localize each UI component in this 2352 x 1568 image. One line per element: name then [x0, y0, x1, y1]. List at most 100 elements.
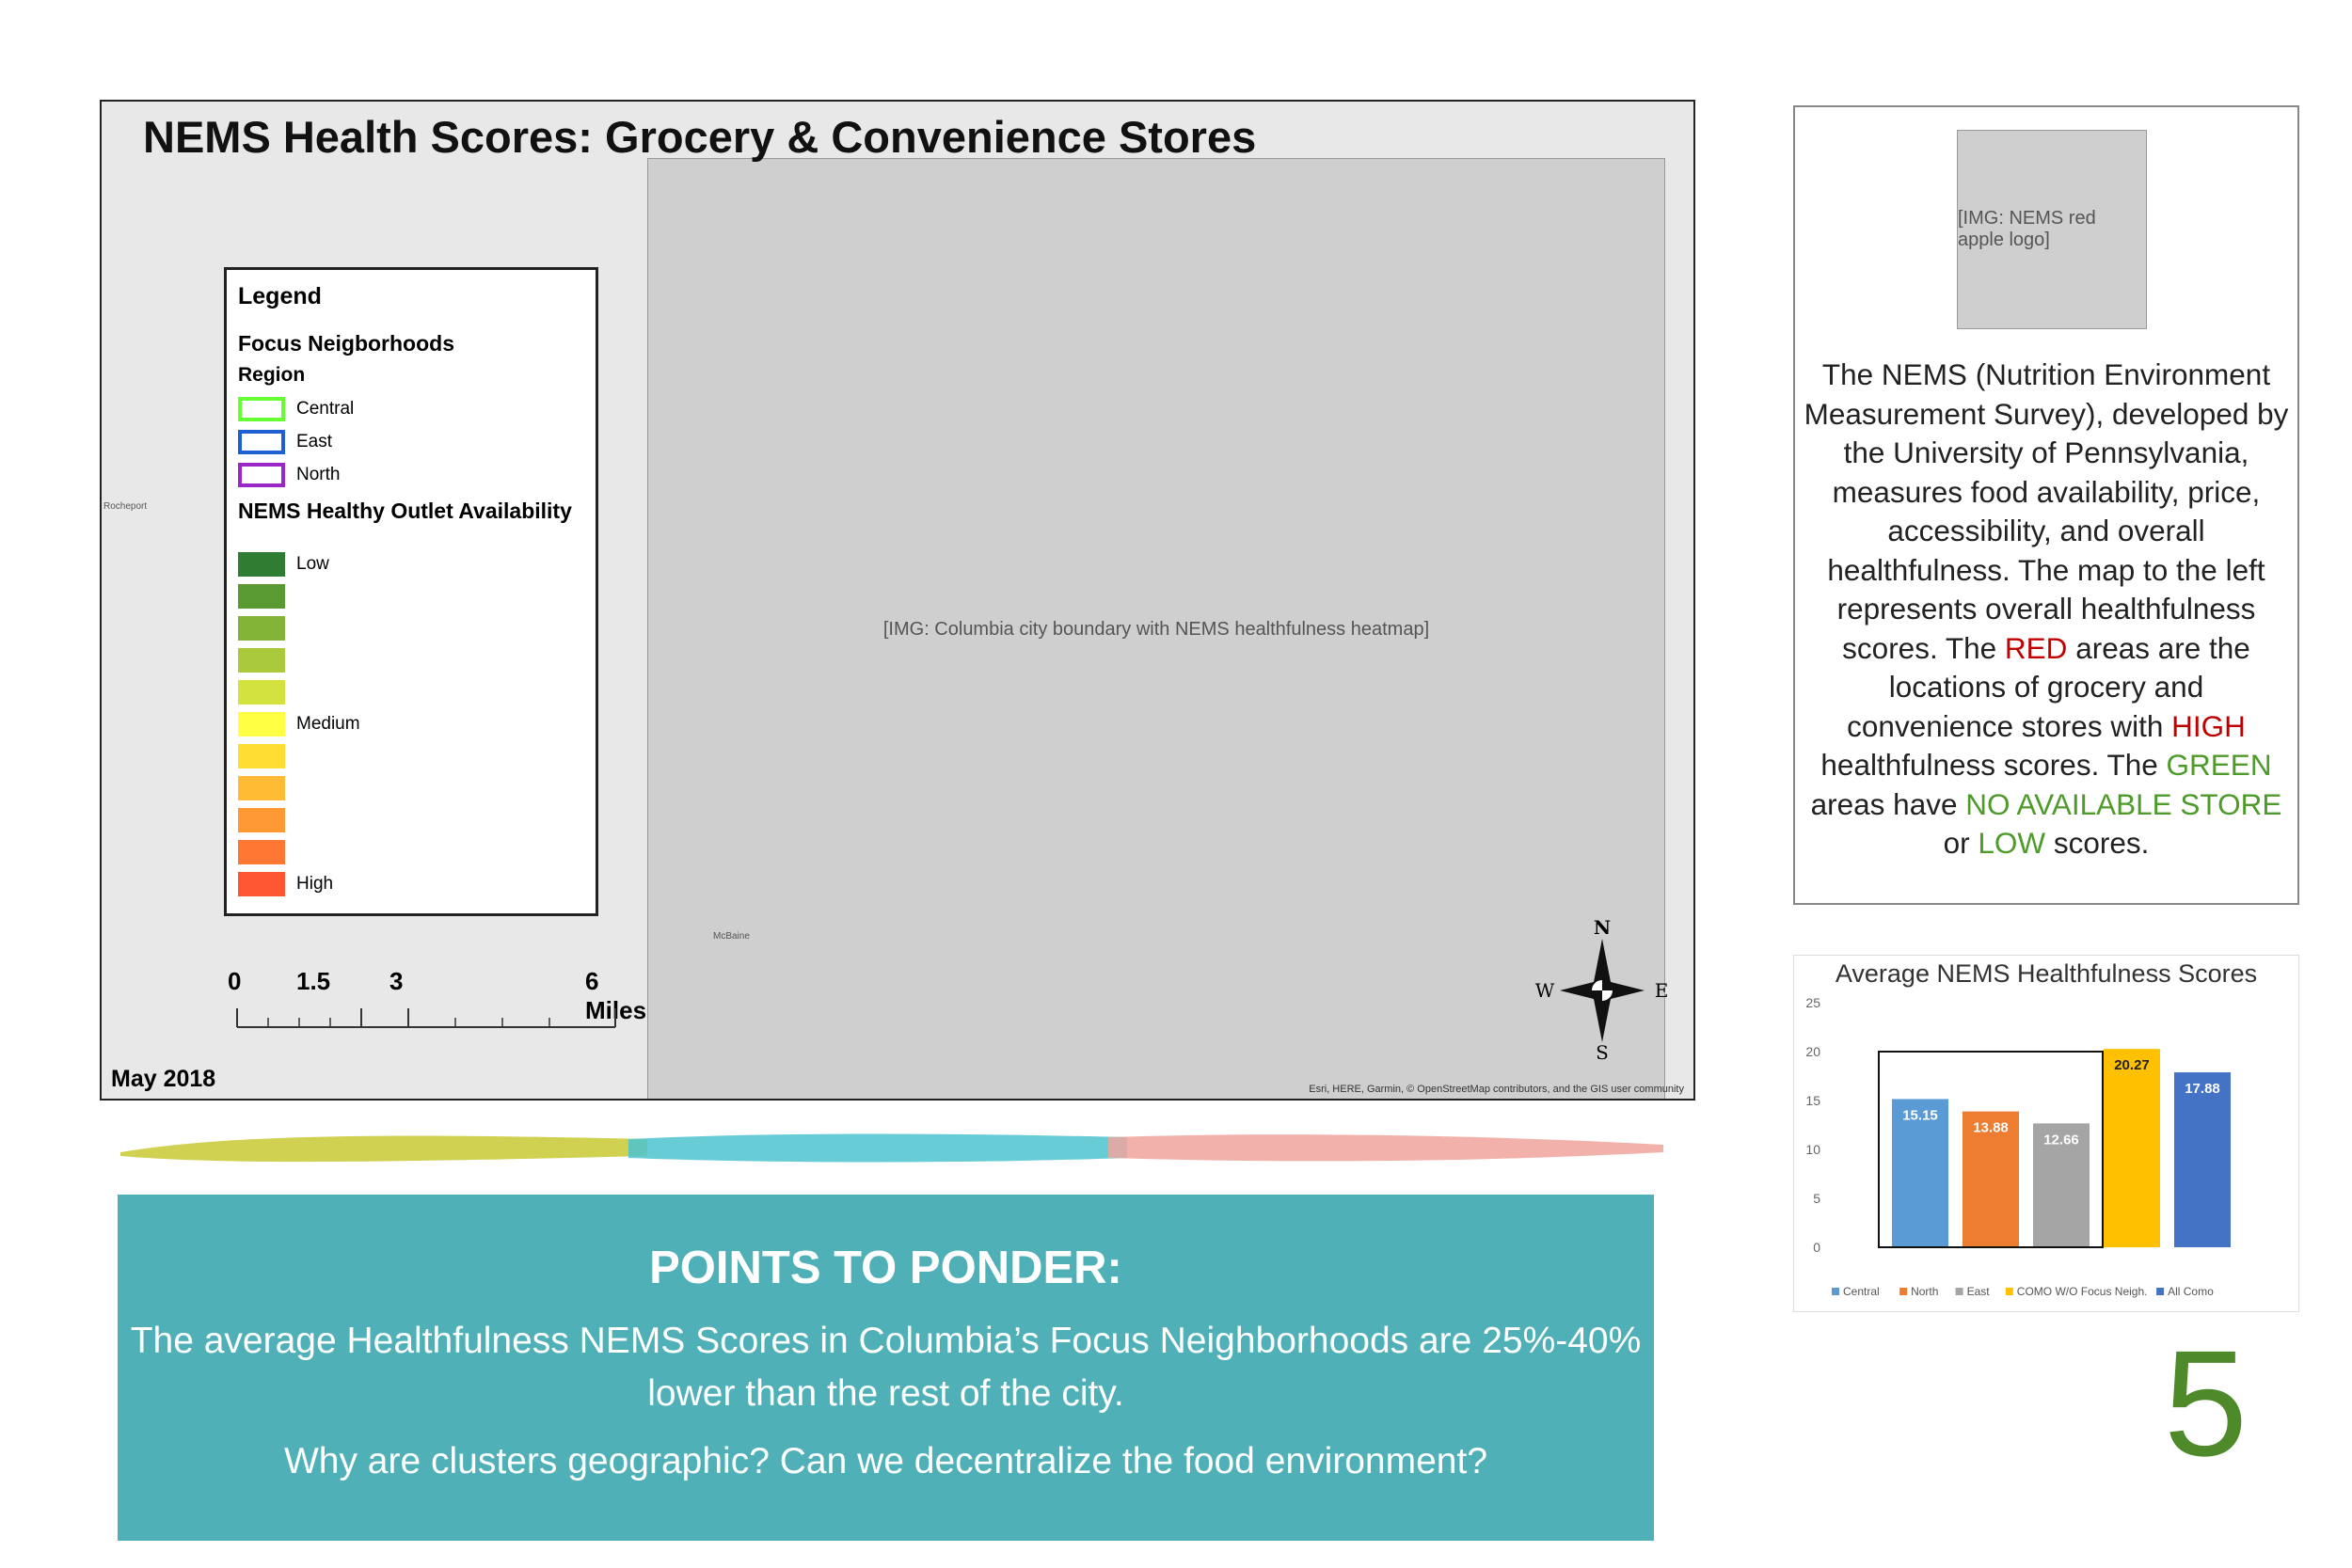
bar	[2033, 1123, 2090, 1247]
legend-ramp-2	[238, 612, 584, 644]
ramp-swatch	[238, 584, 285, 609]
y-tick-label: 25	[1805, 995, 1820, 1010]
info-p2: areas are the locations of grocery and c…	[1847, 630, 2250, 743]
bar-value-label: 20.27	[2114, 1057, 2150, 1073]
east-swatch	[238, 429, 285, 454]
legend-swatch	[2156, 1288, 2165, 1295]
focus-group-outline	[1878, 1051, 2104, 1248]
legend-region-central: Central	[238, 392, 584, 425]
map-title: NEMS Health Scores: Grocery & Convenienc…	[143, 112, 1257, 162]
legend-label: All Como	[2168, 1285, 2214, 1298]
ramp-swatch	[238, 552, 285, 577]
ramp-swatch	[238, 648, 285, 673]
legend-ramp-8	[238, 804, 584, 836]
map-legend: Legend Focus Neigborhoods Region Central…	[224, 267, 598, 916]
info-low-word: LOW	[1978, 826, 2046, 860]
compass-w: W	[1535, 979, 1555, 1002]
ramp-swatch	[238, 776, 285, 800]
ramp-swatch	[238, 680, 285, 705]
info-p4: areas have	[1810, 786, 1966, 821]
bar	[1892, 1099, 1948, 1247]
north-arrow-icon: N S W E	[1532, 916, 1673, 1064]
bar-value-label: 15.15	[1902, 1107, 1938, 1123]
scale-label-2: 3	[389, 967, 404, 995]
ramp-medium-label: Medium	[296, 714, 360, 734]
ponder-line-1: The average Healthfulness NEMS Scores in…	[130, 1321, 1642, 1414]
bar	[2104, 1049, 2160, 1247]
info-red-word: RED	[2004, 630, 2068, 665]
ramp-low-label: Low	[296, 554, 329, 574]
info-p5: or	[1943, 826, 1979, 860]
ramp-swatch	[238, 840, 285, 864]
central-label: Central	[296, 398, 355, 419]
legend-label: East	[1967, 1285, 1991, 1298]
map-date: May 2018	[111, 1066, 216, 1092]
info-p6: scores.	[2045, 826, 2150, 860]
central-swatch	[238, 396, 285, 421]
legend-label: COMO W/O Focus Neigh.	[2017, 1285, 2148, 1298]
legend-swatch	[2005, 1288, 2013, 1295]
ramp-swatch	[238, 712, 285, 736]
ramp-swatch	[238, 744, 285, 768]
bar	[1963, 1111, 2019, 1247]
legend-ramp-10: High	[238, 868, 584, 900]
info-p3: healthfulness scores. The	[1820, 748, 2167, 782]
bar-value-label: 13.88	[1973, 1120, 2009, 1136]
legend-ramp-5: Medium	[238, 708, 584, 740]
legend-availability-heading: NEMS Healthy Outlet Availability	[238, 499, 572, 523]
east-label: East	[296, 431, 333, 451]
place-label-mcbaine: McBaine	[713, 931, 750, 942]
ponder-heading: POINTS TO PONDER:	[649, 1243, 1122, 1293]
info-green-word: GREEN	[2166, 748, 2272, 782]
y-tick-label: 20	[1805, 1044, 1820, 1059]
chart-title: Average NEMS Healthfulness Scores	[1835, 959, 2258, 988]
legend-ramp-7	[238, 772, 584, 804]
scale-label-0: 0	[228, 967, 242, 995]
place-label-rocheport: Rocheport	[103, 501, 148, 512]
scores-chart: Average NEMS Healthfulness Scores 0 5 10 15…	[1793, 955, 2299, 1312]
legend-ramp-4	[238, 676, 584, 708]
legend-ramp-1	[238, 580, 584, 612]
city-boundary-heatmap: [IMG: Columbia city boundary with NEMS h…	[647, 158, 1665, 1099]
legend-swatch	[1955, 1288, 1963, 1295]
compass-e: E	[1655, 979, 1669, 1002]
legend-label: Central	[1843, 1285, 1880, 1298]
points-to-ponder-panel: POINTS TO PONDER: The average Healthfuln…	[118, 1195, 1654, 1541]
legend-focus-heading: Focus Neigborhoods	[238, 331, 454, 356]
page-number: 5	[2164, 1319, 2248, 1487]
legend-label: North	[1911, 1285, 1938, 1298]
bar-value-label: 12.66	[2043, 1132, 2079, 1148]
scale-label-1: 1.5	[296, 967, 331, 995]
y-tick-label: 5	[1813, 1191, 1820, 1206]
ramp-high-label: High	[296, 874, 334, 894]
ramp-swatch	[238, 808, 285, 832]
compass-s: S	[1596, 1041, 1609, 1061]
scale-bar: 0 1.5 3 6 Miles	[224, 967, 647, 1042]
north-label: North	[296, 464, 341, 484]
legend-region-east: East	[238, 425, 584, 458]
legend-title: Legend	[238, 283, 322, 309]
legend-ramp-3	[238, 644, 584, 676]
nems-apple-logo: [IMG: NEMS red apple logo]	[1957, 130, 2147, 329]
info-p1: The NEMS (Nutrition Environment Measurem…	[1804, 357, 2289, 665]
legend-ramp-0: Low	[238, 548, 584, 580]
ramp-swatch	[238, 872, 285, 896]
y-tick-label: 10	[1805, 1142, 1820, 1157]
ramp-swatch	[238, 616, 285, 641]
y-tick-label: 15	[1805, 1093, 1820, 1108]
bar-value-label: 17.88	[2185, 1081, 2220, 1097]
map-attribution: Esri, HERE, Garmin, © OpenStreetMap cont…	[1309, 1084, 1684, 1095]
brush-stroke-divider	[120, 1133, 1663, 1163]
legend-region-heading: Region	[238, 364, 306, 386]
compass-n: N	[1594, 920, 1611, 939]
legend-swatch	[1832, 1288, 1839, 1295]
info-no-store: NO AVAILABLE STORE	[1965, 786, 2282, 821]
y-tick-label: 0	[1813, 1240, 1820, 1255]
north-swatch	[238, 462, 285, 487]
legend-ramp-6	[238, 740, 584, 772]
scale-bar-ticks	[236, 1008, 616, 1028]
bar	[2174, 1072, 2231, 1247]
info-panel: [IMG: NEMS red apple logo] The NEMS (Nut…	[1793, 105, 2299, 905]
info-description: The NEMS (Nutrition Environment Measurem…	[1803, 356, 2290, 863]
legend-ramp-9	[238, 836, 584, 868]
